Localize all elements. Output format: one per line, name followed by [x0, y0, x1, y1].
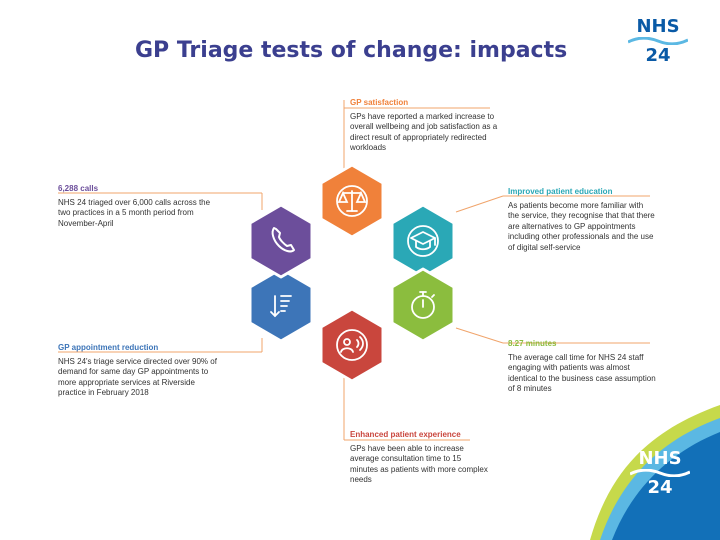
logo-number: 24: [647, 477, 673, 498]
patient-education-heading: Improved patient education: [508, 187, 613, 196]
logo-number: 24: [645, 45, 671, 66]
hex-gp-satisfaction: [319, 163, 385, 239]
logo-wave-icon: [630, 469, 690, 477]
patient-experience-heading: Enhanced patient experience: [350, 430, 461, 439]
hex-patient-experience: [319, 307, 385, 383]
graduation-cap-icon: [407, 225, 439, 257]
phone-icon: [271, 227, 295, 253]
nhs24-logo-top: NHS 24: [626, 18, 690, 66]
call-time-heading: 8.27 minutes: [508, 339, 557, 348]
gp-satisfaction-text: GPs have reported a marked increase to o…: [350, 111, 498, 153]
patient-experience-text: GPs have been able to increase average c…: [350, 443, 488, 485]
nhs24-logo-bottom: NHS 24: [628, 450, 692, 498]
appointment-reduction-heading: GP appointment reduction: [58, 343, 159, 352]
logo-word: NHS: [638, 448, 682, 469]
patient-speaking-icon: [336, 329, 368, 361]
logo-wave-icon: [628, 37, 688, 45]
gp-satisfaction-heading: GP satisfaction: [350, 98, 409, 107]
hex-patient-education: [390, 203, 456, 279]
scales-icon: [336, 185, 368, 217]
appointment-reduction-block: GP appointment reduction NHS 24's triage…: [58, 343, 218, 399]
patient-experience-block: Enhanced patient experience GPs have bee…: [350, 430, 490, 486]
hex-calls: [248, 203, 314, 279]
call-time-block: 8.27 minutes The average call time for N…: [508, 339, 656, 395]
appointment-reduction-text: NHS 24's triage service directed over 90…: [58, 356, 217, 398]
logo-word: NHS: [636, 16, 680, 37]
patient-education-text: As patients become more familiar with th…: [508, 200, 655, 252]
slide-title: GP Triage tests of change: impacts: [135, 38, 568, 63]
hex-appointment-reduction: [248, 267, 314, 343]
patient-education-block: Improved patient education As patients b…: [508, 187, 656, 253]
sort-list-icon: [270, 295, 292, 318]
stopwatch-icon: [411, 291, 435, 319]
calls-text: NHS 24 triaged over 6,000 calls across t…: [58, 197, 211, 228]
calls-block: 6,288 calls NHS 24 triaged over 6,000 ca…: [58, 184, 223, 229]
gp-satisfaction-block: GP satisfaction GPs have reported a mark…: [350, 98, 502, 154]
call-time-text: The average call time for NHS 24 staff e…: [508, 352, 656, 394]
hex-call-time: [390, 267, 456, 343]
calls-heading: 6,288 calls: [58, 184, 99, 193]
